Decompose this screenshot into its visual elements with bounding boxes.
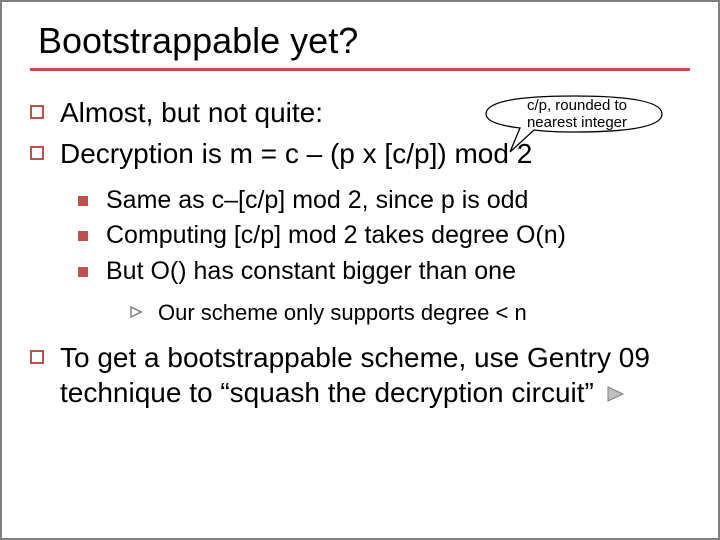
slide-content: Almost, but not quite: Decryption is m =…: [30, 95, 690, 411]
play-icon[interactable]: [606, 376, 626, 411]
bullet-item: To get a bootstrappable scheme, use Gent…: [30, 340, 690, 411]
bullet-text: To get a bootstrappable scheme, use Gent…: [60, 340, 690, 411]
bullet-text: Decryption is m = c – (p x [c/p]) mod 2: [60, 136, 532, 171]
bullet-text: But O() has constant bigger than one: [106, 256, 516, 287]
square-fill-bullet-icon: [78, 267, 88, 277]
slide-title: Bootstrappable yet?: [38, 20, 690, 62]
bullet-item: Almost, but not quite:: [30, 95, 690, 130]
bullet-item: Decryption is m = c – (p x [c/p]) mod 2: [30, 136, 690, 171]
slide-container: Bootstrappable yet? c/p, rounded to near…: [0, 0, 720, 540]
bullet-text: Same as c–[c/p] mod 2, since p is odd: [106, 185, 528, 216]
square-open-bullet-icon: [30, 105, 44, 119]
level2-group: Same as c–[c/p] mod 2, since p is odd Co…: [30, 185, 690, 287]
bullet-text: Computing [c/p] mod 2 takes degree O(n): [106, 220, 566, 251]
bullet-text: Our scheme only supports degree < n: [158, 299, 527, 327]
bullet-text-span: To get a bootstrappable scheme, use Gent…: [60, 342, 650, 408]
square-fill-bullet-icon: [78, 231, 88, 241]
square-open-bullet-icon: [30, 146, 44, 160]
bullet-item: Computing [c/p] mod 2 takes degree O(n): [78, 220, 690, 251]
bullet-item: But O() has constant bigger than one: [78, 256, 690, 287]
bullet-item: Our scheme only supports degree < n: [130, 299, 690, 327]
square-open-bullet-icon: [30, 350, 44, 364]
title-underline: [30, 68, 690, 71]
square-fill-bullet-icon: [78, 196, 88, 206]
bullet-item: Same as c–[c/p] mod 2, since p is odd: [78, 185, 690, 216]
bullet-text: Almost, but not quite:: [60, 95, 323, 130]
triangle-bullet-icon: [130, 305, 142, 323]
